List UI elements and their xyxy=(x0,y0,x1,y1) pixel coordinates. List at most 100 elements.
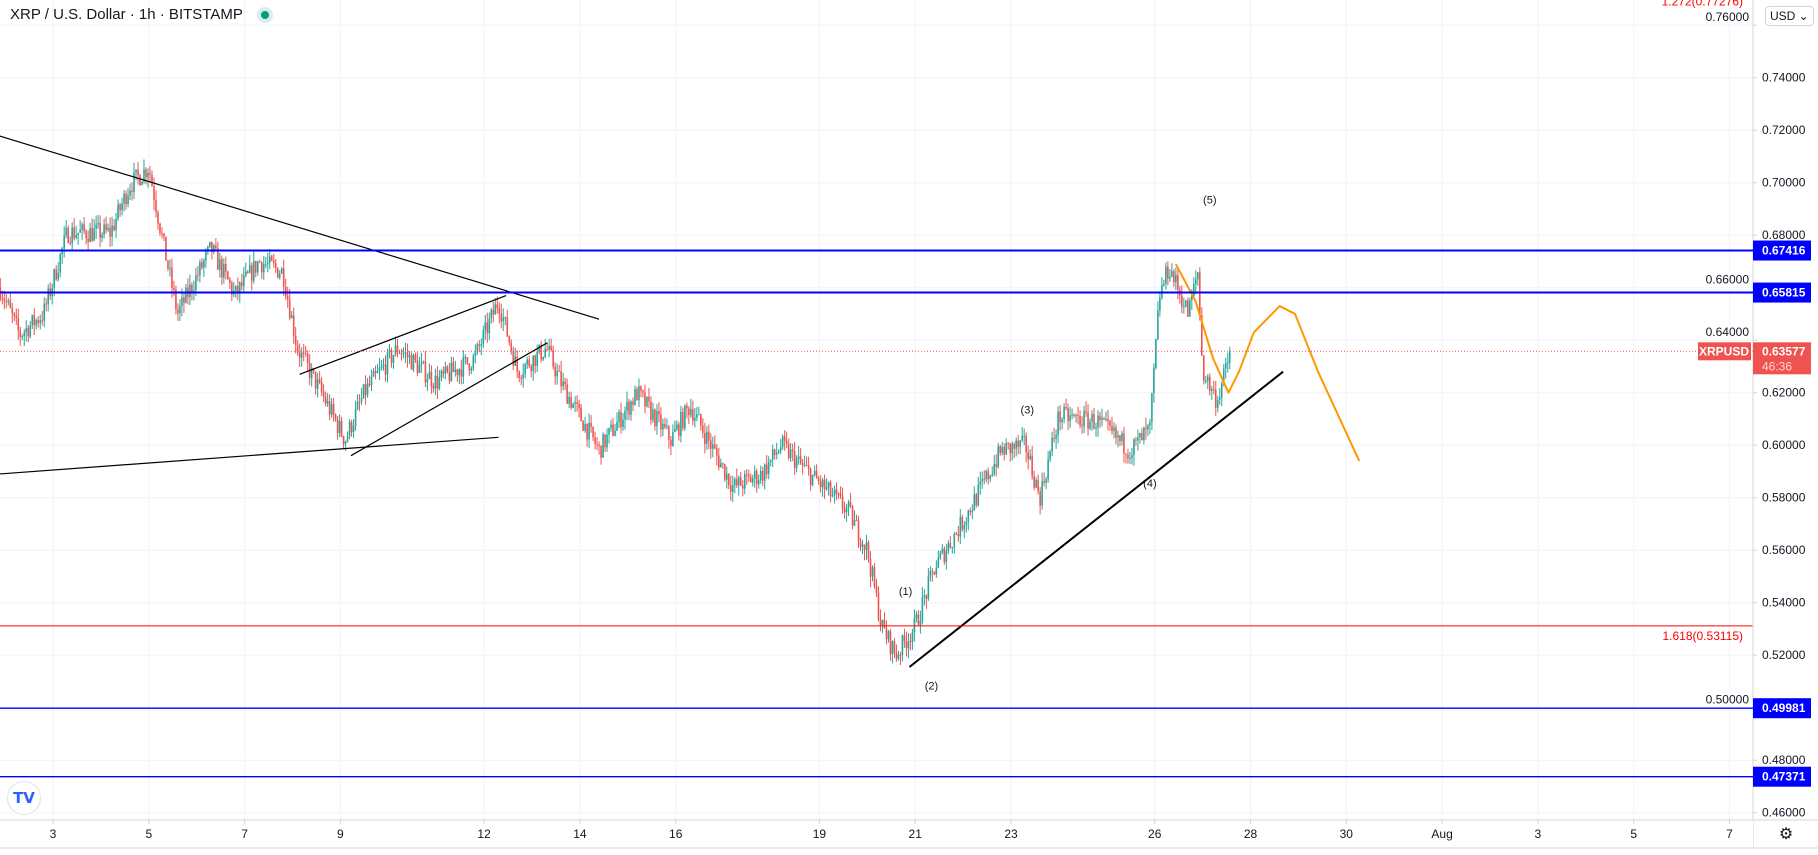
candle-body xyxy=(63,235,65,249)
candle-body xyxy=(502,317,505,322)
candle-body xyxy=(318,379,321,383)
candle-body xyxy=(1017,440,1019,447)
candle-body xyxy=(454,369,457,373)
candle-body xyxy=(344,441,347,445)
time-tick-label: 5 xyxy=(145,827,152,841)
candle-body xyxy=(602,434,604,458)
candle-body xyxy=(853,519,856,526)
candle-body xyxy=(7,300,10,302)
candle-body xyxy=(600,445,602,458)
candle-body xyxy=(450,362,453,381)
candle-body xyxy=(813,470,816,475)
candle-body xyxy=(434,375,437,389)
candle-body xyxy=(875,586,878,593)
candle-body xyxy=(322,392,325,397)
candle-body xyxy=(424,361,427,383)
candle-body xyxy=(193,290,195,292)
candle-body xyxy=(280,268,283,274)
candle-body xyxy=(1222,368,1225,384)
projection-curve xyxy=(1174,263,1361,462)
candle-body xyxy=(270,256,273,261)
candle-body xyxy=(382,364,385,367)
candle-body xyxy=(440,370,443,378)
candle-body xyxy=(354,409,357,426)
candle-body xyxy=(1181,295,1183,307)
candle-body xyxy=(975,494,978,506)
candle-body xyxy=(835,489,838,494)
candle-body xyxy=(101,234,103,238)
candle-body xyxy=(755,471,758,485)
candle-body xyxy=(474,352,477,357)
candle-body xyxy=(219,259,221,270)
candle-body xyxy=(139,175,141,186)
candle-body xyxy=(15,315,18,319)
candle-body xyxy=(1218,397,1221,400)
candle-body xyxy=(548,345,550,350)
candle-body xyxy=(43,303,46,321)
candle-body xyxy=(312,368,315,372)
candle-body xyxy=(1033,475,1035,488)
candle-body xyxy=(608,428,610,435)
candle-body xyxy=(183,297,185,303)
candle-body xyxy=(464,357,467,359)
candle-body xyxy=(905,641,908,649)
candle-body xyxy=(25,327,28,333)
time-tick-label: 21 xyxy=(909,827,923,841)
candle-body xyxy=(209,241,211,247)
candle-body xyxy=(807,465,810,469)
candle-body xyxy=(556,370,558,377)
candle-body xyxy=(376,371,379,373)
trendline xyxy=(350,342,548,457)
symbol-title[interactable]: XRP / U.S. Dollar · 1h · BITSTAMP xyxy=(10,6,243,23)
candle-body xyxy=(1049,451,1051,460)
candle-body xyxy=(165,236,167,261)
candle-body xyxy=(805,464,808,466)
candle-body xyxy=(953,533,956,548)
candle-body xyxy=(1069,415,1071,422)
candle-body xyxy=(1139,433,1141,438)
candle-body xyxy=(348,421,351,437)
candle-body xyxy=(939,552,942,558)
candle-body xyxy=(620,411,622,428)
candle-body xyxy=(891,641,894,655)
candle-body xyxy=(678,424,680,436)
candle-body xyxy=(1077,415,1079,417)
candle-body xyxy=(91,228,93,241)
candle-body xyxy=(610,424,612,429)
candle-body xyxy=(540,344,542,360)
candle-body xyxy=(482,329,485,345)
candle-body xyxy=(737,477,740,486)
candle-body xyxy=(1145,427,1147,430)
candle-body xyxy=(606,434,608,448)
price-tick-label-backing xyxy=(1703,692,1751,707)
candle-body xyxy=(650,401,652,420)
candle-body xyxy=(664,423,666,428)
price-tick-label: 0.62000 xyxy=(1762,386,1806,400)
candle-body xyxy=(19,330,22,337)
candle-body xyxy=(771,449,774,460)
candle-body xyxy=(1216,399,1219,408)
candle-body xyxy=(684,405,686,429)
candle-body xyxy=(937,557,940,568)
tradingview-logo[interactable]: TV xyxy=(7,781,41,815)
candle-body xyxy=(57,272,59,280)
candle-body xyxy=(374,371,377,373)
time-tick-label: 30 xyxy=(1340,827,1354,841)
candle-body xyxy=(203,260,205,268)
candle-body xyxy=(1011,443,1013,454)
candle-body xyxy=(871,567,874,577)
candle-body xyxy=(767,461,770,475)
candle-body xyxy=(111,225,113,237)
candle-body xyxy=(179,305,181,314)
candle-body xyxy=(582,421,584,431)
candle-body xyxy=(13,313,16,316)
candle-body xyxy=(735,479,738,486)
candle-body xyxy=(1201,315,1203,356)
candle-body xyxy=(714,444,716,449)
candle-body xyxy=(37,319,40,324)
settings-gear-icon[interactable]: ⚙ xyxy=(1779,826,1793,843)
currency-dropdown-button[interactable]: USD ⌄ xyxy=(1765,6,1814,26)
candle-body xyxy=(328,401,331,415)
candle-body xyxy=(1035,480,1037,488)
